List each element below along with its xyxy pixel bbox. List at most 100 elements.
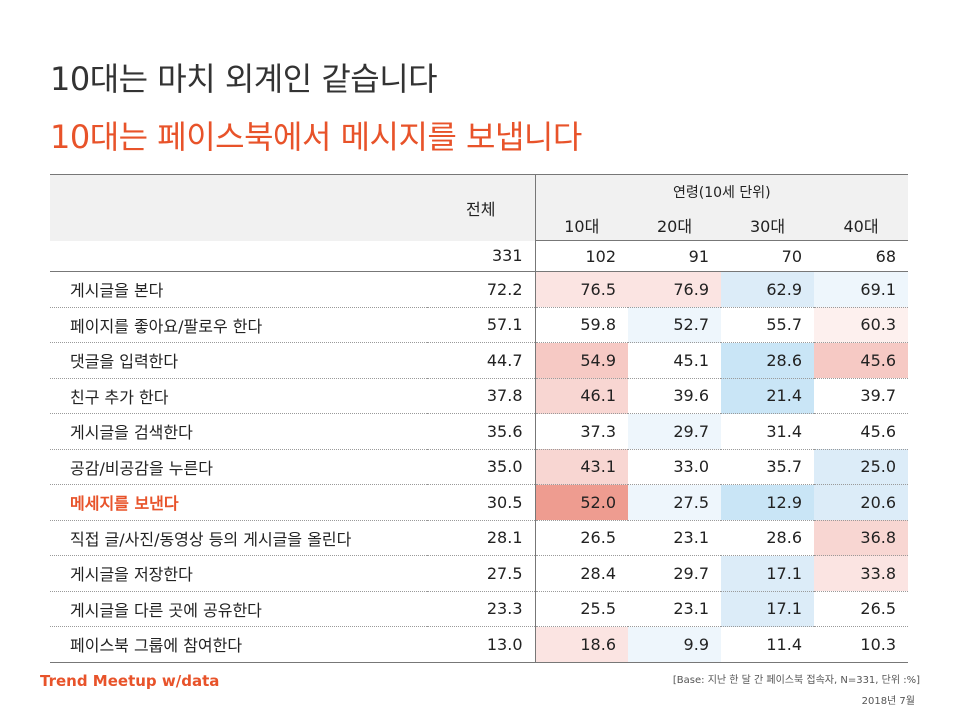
row-label: 게시글을 본다 bbox=[50, 271, 427, 308]
cell-30s: 17.1 bbox=[721, 591, 814, 627]
row-label: 게시글을 저장한다 bbox=[50, 555, 427, 592]
report-date: 2018년 7월 bbox=[861, 696, 915, 707]
header-age-20s: 20대 bbox=[628, 209, 721, 241]
cell-30s: 17.1 bbox=[721, 555, 814, 592]
cell-30s: 11.4 bbox=[721, 626, 814, 663]
brand-suffix: w/data bbox=[161, 672, 220, 690]
cell-10s: 54.9 bbox=[535, 342, 628, 379]
base-count-label bbox=[50, 240, 427, 272]
cell-20s: 33.0 bbox=[628, 449, 721, 485]
table-row: 페이지를 좋아요/팔로우 한다 57.1 59.8 52.7 55.7 60.3 bbox=[50, 307, 909, 343]
cell-20s: 23.1 bbox=[628, 591, 721, 627]
title-line-2: 10대는 페이스북에서 메시지를 보냅니다 bbox=[50, 118, 582, 156]
title-line-1: 10대는 마치 외계인 같습니다 bbox=[50, 60, 438, 98]
brand-name: Trend Meetup bbox=[40, 672, 162, 690]
header-total: 전체 bbox=[427, 174, 536, 241]
cell-20s: 23.1 bbox=[628, 520, 721, 556]
row-label: 직접 글/사진/동영상 등의 게시글을 올린다 bbox=[50, 520, 427, 556]
table-row: 게시글을 저장한다 27.5 28.4 29.7 17.1 33.8 bbox=[50, 555, 909, 592]
cell-30s: 62.9 bbox=[721, 271, 814, 308]
base-count-40s: 68 bbox=[814, 240, 909, 272]
row-label: 게시글을 다른 곳에 공유한다 bbox=[50, 591, 427, 627]
cell-total: 35.0 bbox=[427, 449, 536, 485]
cell-total: 72.2 bbox=[427, 271, 536, 308]
cell-total: 27.5 bbox=[427, 555, 536, 592]
cell-40s: 20.6 bbox=[814, 484, 909, 521]
row-label: 게시글을 검색한다 bbox=[50, 413, 427, 450]
cell-total: 30.5 bbox=[427, 484, 536, 521]
cell-10s: 28.4 bbox=[535, 555, 628, 592]
cell-total: 37.8 bbox=[427, 378, 536, 414]
header-age-group: 연령(10세 단위) bbox=[535, 174, 909, 209]
cell-40s: 60.3 bbox=[814, 307, 909, 343]
header-age-10s: 10대 bbox=[535, 209, 628, 241]
table-row: 댓글을 입력한다 44.7 54.9 45.1 28.6 45.6 bbox=[50, 342, 909, 379]
header-age-30s: 30대 bbox=[721, 209, 814, 241]
cell-30s: 12.9 bbox=[721, 484, 814, 521]
cell-40s: 26.5 bbox=[814, 591, 909, 627]
brand-logo: Trend Meetup w/data bbox=[40, 672, 219, 690]
cell-20s: 39.6 bbox=[628, 378, 721, 414]
header-row-1: 전체 연령(10세 단위) bbox=[50, 174, 909, 241]
cell-40s: 45.6 bbox=[814, 413, 909, 450]
cell-40s: 45.6 bbox=[814, 342, 909, 379]
cell-20s: 27.5 bbox=[628, 484, 721, 521]
header-blank-cell bbox=[50, 174, 427, 241]
table-row: 게시글을 검색한다 35.6 37.3 29.7 31.4 45.6 bbox=[50, 413, 909, 450]
cell-10s: 59.8 bbox=[535, 307, 628, 343]
header-age-40s: 40대 bbox=[814, 209, 909, 241]
cell-10s: 18.6 bbox=[535, 626, 628, 663]
base-count-total: 331 bbox=[427, 240, 536, 272]
cell-40s: 25.0 bbox=[814, 449, 909, 485]
cell-20s: 45.1 bbox=[628, 342, 721, 379]
base-count-20s: 91 bbox=[628, 240, 721, 272]
cell-40s: 33.8 bbox=[814, 555, 909, 592]
cell-30s: 28.6 bbox=[721, 520, 814, 556]
cell-20s: 29.7 bbox=[628, 413, 721, 450]
cell-total: 13.0 bbox=[427, 626, 536, 663]
cell-30s: 21.4 bbox=[721, 378, 814, 414]
table-row: 게시글을 다른 곳에 공유한다 23.3 25.5 23.1 17.1 26.5 bbox=[50, 591, 909, 627]
table-row: 페이스북 그룹에 참여한다 13.0 18.6 9.9 11.4 10.3 bbox=[50, 626, 909, 663]
table-row: 메세지를 보낸다 30.5 52.0 27.5 12.9 20.6 bbox=[50, 484, 909, 521]
cell-20s: 52.7 bbox=[628, 307, 721, 343]
cell-total: 23.3 bbox=[427, 591, 536, 627]
cell-10s: 46.1 bbox=[535, 378, 628, 414]
row-label: 메세지를 보낸다 bbox=[50, 484, 427, 521]
row-label: 댓글을 입력한다 bbox=[50, 342, 427, 379]
cell-10s: 52.0 bbox=[535, 484, 628, 521]
base-count-30s: 70 bbox=[721, 240, 814, 272]
cell-10s: 43.1 bbox=[535, 449, 628, 485]
cell-40s: 69.1 bbox=[814, 271, 909, 308]
row-label: 페이지를 좋아요/팔로우 한다 bbox=[50, 307, 427, 343]
cell-10s: 25.5 bbox=[535, 591, 628, 627]
cell-30s: 55.7 bbox=[721, 307, 814, 343]
survey-table: 전체 연령(10세 단위) 10대 20대 30대 40대 331 102 91… bbox=[50, 174, 909, 663]
cell-40s: 39.7 bbox=[814, 378, 909, 414]
base-note: [Base: 지난 한 달 간 페이스북 접속자, N=331, 단위 :%] bbox=[672, 675, 920, 686]
cell-10s: 76.5 bbox=[535, 271, 628, 308]
row-label: 공감/비공감을 누른다 bbox=[50, 449, 427, 485]
row-label: 페이스북 그룹에 참여한다 bbox=[50, 626, 427, 663]
base-count-row: 331 102 91 70 68 bbox=[50, 240, 909, 272]
cell-total: 28.1 bbox=[427, 520, 536, 556]
cell-40s: 10.3 bbox=[814, 626, 909, 663]
cell-30s: 28.6 bbox=[721, 342, 814, 379]
cell-10s: 37.3 bbox=[535, 413, 628, 450]
cell-30s: 35.7 bbox=[721, 449, 814, 485]
cell-total: 35.6 bbox=[427, 413, 536, 450]
base-count-10s: 102 bbox=[535, 240, 628, 272]
cell-20s: 76.9 bbox=[628, 271, 721, 308]
table-row: 친구 추가 한다 37.8 46.1 39.6 21.4 39.7 bbox=[50, 378, 909, 414]
header-row-2: 10대 20대 30대 40대 bbox=[50, 209, 909, 241]
table-row: 직접 글/사진/동영상 등의 게시글을 올린다 28.1 26.5 23.1 28.6 3… bbox=[50, 520, 909, 556]
cell-40s: 36.8 bbox=[814, 520, 909, 556]
cell-10s: 26.5 bbox=[535, 520, 628, 556]
cell-total: 57.1 bbox=[427, 307, 536, 343]
cell-30s: 31.4 bbox=[721, 413, 814, 450]
table-row: 공감/비공감을 누른다 35.0 43.1 33.0 35.7 25.0 bbox=[50, 449, 909, 485]
cell-total: 44.7 bbox=[427, 342, 536, 379]
row-label: 친구 추가 한다 bbox=[50, 378, 427, 414]
cell-20s: 29.7 bbox=[628, 555, 721, 592]
table-row: 게시글을 본다 72.2 76.5 76.9 62.9 69.1 bbox=[50, 271, 909, 308]
